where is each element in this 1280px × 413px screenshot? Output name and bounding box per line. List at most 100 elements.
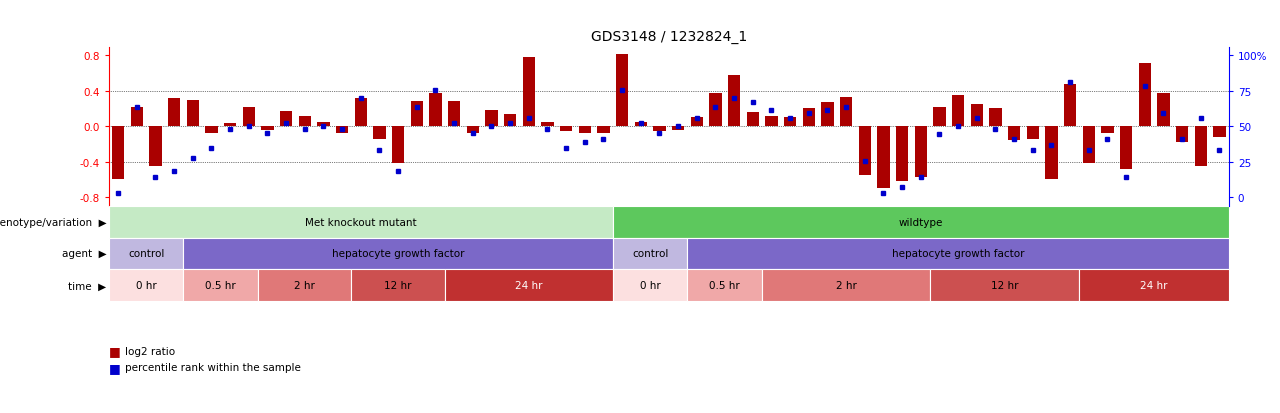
Text: log2 ratio: log2 ratio [125, 346, 175, 356]
Bar [635, 123, 646, 127]
Bar [243, 107, 255, 127]
Bar [613, 270, 687, 301]
Text: ■: ■ [109, 361, 120, 374]
Bar [1213, 127, 1225, 138]
Bar [374, 127, 385, 139]
Bar [337, 127, 348, 134]
Text: 2 hr: 2 hr [836, 280, 856, 291]
Bar [616, 55, 628, 127]
Text: control: control [128, 249, 164, 259]
Bar [989, 109, 1001, 127]
Bar [504, 114, 516, 127]
Bar [317, 123, 329, 127]
Bar [765, 116, 777, 127]
Text: 2 hr: 2 hr [294, 280, 315, 291]
Bar [445, 270, 613, 301]
Bar [952, 96, 964, 127]
Text: 0 hr: 0 hr [136, 280, 156, 291]
Bar [1139, 63, 1151, 127]
Bar [840, 98, 852, 127]
Text: 0.5 hr: 0.5 hr [709, 280, 740, 291]
Bar [298, 116, 311, 127]
Bar [187, 100, 198, 127]
Bar [822, 103, 833, 127]
Bar [485, 111, 498, 127]
Text: wildtype: wildtype [899, 217, 943, 227]
Bar [541, 123, 553, 127]
Bar [1176, 127, 1188, 143]
Title: GDS3148 / 1232824_1: GDS3148 / 1232824_1 [590, 30, 748, 44]
Bar [352, 270, 445, 301]
Bar [150, 127, 161, 166]
Bar [113, 127, 124, 180]
Text: 24 hr: 24 hr [515, 280, 543, 291]
Bar [931, 270, 1079, 301]
Bar [1194, 127, 1207, 166]
Bar [131, 107, 143, 127]
Bar [109, 206, 613, 238]
Text: 0.5 hr: 0.5 hr [205, 280, 237, 291]
Bar [522, 58, 535, 127]
Text: ■: ■ [109, 344, 120, 358]
Bar [687, 270, 762, 301]
Text: 0 hr: 0 hr [640, 280, 660, 291]
Bar [785, 118, 796, 127]
Bar [746, 113, 759, 127]
Bar [168, 99, 180, 127]
Bar [579, 127, 591, 134]
Bar [561, 127, 572, 131]
Bar [728, 76, 740, 127]
Bar [613, 206, 1229, 238]
Bar [933, 107, 946, 127]
Text: 24 hr: 24 hr [1140, 280, 1167, 291]
Bar [762, 270, 931, 301]
Text: percentile rank within the sample: percentile rank within the sample [125, 363, 301, 373]
Bar [205, 127, 218, 134]
Text: Met knockout mutant: Met knockout mutant [305, 217, 416, 227]
Bar [429, 94, 442, 127]
Bar [1083, 127, 1094, 164]
Bar [709, 93, 722, 127]
Bar [392, 127, 404, 164]
Bar [598, 127, 609, 134]
Bar [877, 127, 890, 189]
Text: 12 hr: 12 hr [384, 280, 412, 291]
Bar [859, 127, 870, 176]
Bar [915, 127, 927, 177]
Bar [1079, 270, 1229, 301]
Bar [355, 99, 367, 127]
Bar [687, 238, 1229, 270]
Text: hepatocyte growth factor: hepatocyte growth factor [892, 249, 1024, 259]
Bar [1027, 127, 1039, 140]
Bar [1101, 127, 1114, 134]
Bar [261, 127, 274, 131]
Bar [1157, 93, 1170, 127]
Bar [448, 102, 461, 127]
Bar [224, 123, 237, 127]
Bar [183, 238, 613, 270]
Text: hepatocyte growth factor: hepatocyte growth factor [332, 249, 465, 259]
Bar [109, 270, 183, 301]
Bar [803, 109, 815, 127]
Bar [183, 270, 259, 301]
Bar [1064, 85, 1076, 127]
Bar [109, 238, 183, 270]
Bar [970, 105, 983, 127]
Bar [653, 127, 666, 131]
Bar [672, 127, 685, 131]
Bar [411, 102, 422, 127]
Bar [613, 238, 687, 270]
Bar [259, 270, 352, 301]
Text: agent  ▶: agent ▶ [61, 249, 106, 259]
Text: control: control [632, 249, 668, 259]
Text: 12 hr: 12 hr [991, 280, 1019, 291]
Bar [1009, 127, 1020, 141]
Bar [1046, 127, 1057, 180]
Text: time  ▶: time ▶ [68, 280, 106, 291]
Bar [1120, 127, 1133, 169]
Bar [896, 127, 909, 182]
Text: genotype/variation  ▶: genotype/variation ▶ [0, 217, 106, 227]
Bar [691, 118, 703, 127]
Bar [280, 112, 292, 127]
Bar [467, 127, 479, 134]
